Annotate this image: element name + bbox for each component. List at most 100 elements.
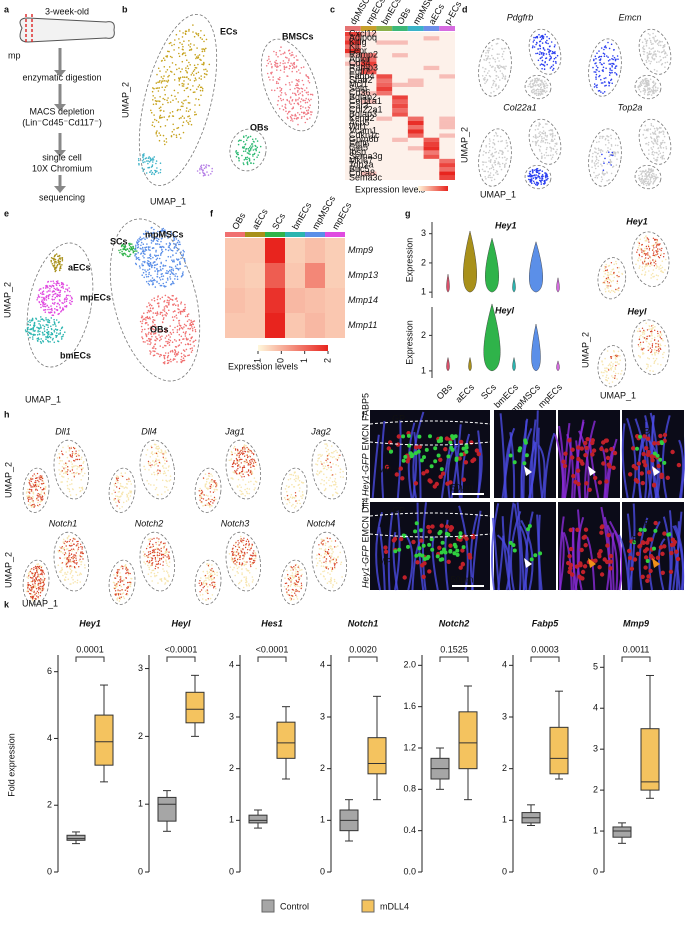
gene-label: Egfl6	[349, 138, 370, 148]
umap-points	[25, 563, 46, 602]
umap-points	[265, 46, 314, 126]
cluster-outline	[225, 531, 262, 592]
umap-points	[147, 446, 168, 474]
heatmap-cell	[392, 112, 408, 117]
significance-bracket	[257, 656, 287, 662]
p-value: 0.0011	[623, 644, 650, 654]
heatmap-cell	[392, 40, 408, 45]
heatmap-cell	[392, 103, 408, 109]
panel-letter: a	[4, 4, 10, 14]
gene-title: Hey1	[79, 618, 101, 628]
umap-points	[283, 471, 305, 509]
cluster-label: mpECs	[80, 292, 111, 302]
panel-letter: f	[210, 208, 214, 218]
umap-points	[638, 167, 659, 187]
gene-title: Hey1	[626, 216, 648, 226]
box	[549, 726, 569, 775]
umap-points	[531, 33, 559, 71]
gene-label: Ibsp	[349, 147, 366, 157]
heatmap-cell	[305, 238, 325, 263]
y-tick-label: 0.0	[403, 866, 416, 876]
significance-bracket	[166, 656, 196, 662]
gene-label: Egfl7	[349, 67, 370, 77]
umap-points	[118, 242, 138, 258]
p-value: 0.1525	[440, 644, 468, 654]
y-tick-label: 4	[593, 703, 598, 713]
heatmap-cell	[423, 137, 440, 142]
cluster-outline	[109, 218, 201, 382]
umap-points	[27, 472, 46, 508]
significance-bracket	[621, 656, 651, 662]
column-bar	[245, 232, 265, 237]
heatmap-cell	[392, 95, 408, 100]
column-bar	[285, 232, 305, 237]
gene-title: Jag2	[310, 426, 331, 436]
heatmap-cell	[245, 288, 265, 313]
vessel	[520, 427, 533, 499]
umap-points	[50, 253, 64, 273]
umap-points	[24, 316, 66, 344]
x-tick-label: OBs	[435, 382, 455, 402]
heatmap-cell	[407, 146, 424, 151]
age-label: 3-week-old	[45, 6, 89, 16]
arrowhead	[588, 558, 596, 568]
cluster-label: OBs	[250, 122, 269, 132]
arrow-head	[54, 104, 66, 111]
column-bar	[407, 26, 424, 31]
marker-label: B	[644, 518, 650, 528]
vessel	[396, 419, 402, 499]
umap-points	[626, 520, 681, 583]
gene-label: Mcl1	[349, 79, 368, 89]
stain-label: Hey1-GFP	[360, 545, 370, 588]
umap-points	[481, 42, 507, 94]
vessel	[387, 512, 394, 591]
vessel	[537, 427, 544, 499]
heatmap-cell	[345, 44, 361, 49]
cluster-label: ECs	[220, 26, 238, 36]
y-tick-label: 3	[138, 663, 143, 673]
umap-points	[228, 444, 258, 497]
panel-letter: e	[4, 208, 9, 218]
gene-label: Fabp4	[349, 71, 375, 81]
y-tick-label: 2	[421, 330, 426, 340]
column-bar	[376, 26, 393, 31]
heatmap-cell	[245, 263, 265, 288]
arrow-head	[54, 150, 66, 157]
umap-points	[636, 322, 666, 373]
heatmap-cell	[285, 288, 305, 313]
heatmap-cell	[439, 74, 455, 79]
box	[367, 737, 387, 775]
gene-label: Cd34	[349, 58, 371, 68]
step-text: single cell	[42, 152, 82, 162]
vessel	[574, 509, 581, 591]
vessel	[661, 415, 671, 499]
heatmap-cell	[392, 53, 408, 58]
stain-label: Hey1-GFP	[360, 453, 370, 496]
y-tick-label: 1	[593, 825, 598, 835]
arrowhead	[588, 466, 596, 476]
cluster-outline	[108, 559, 136, 605]
heatmap-cell	[360, 32, 377, 37]
vessel	[516, 502, 525, 591]
violin	[483, 303, 501, 372]
vessel	[678, 439, 684, 499]
umap-points	[143, 443, 172, 496]
column-label: OBs	[230, 211, 248, 232]
significance-bracket	[530, 656, 560, 662]
legend-tick-label: -1	[252, 358, 262, 366]
gene-title: Notch2	[135, 518, 164, 528]
umap-points	[139, 294, 197, 365]
umap-points	[481, 131, 509, 182]
panel-letter: i	[362, 409, 365, 419]
cluster-outline	[225, 439, 262, 500]
vessel	[392, 531, 399, 591]
heatmap-cell	[225, 263, 245, 288]
y-tick-label: 2	[502, 763, 507, 773]
cluster-outline	[478, 38, 512, 97]
cluster-outline	[53, 531, 90, 592]
vessel	[576, 516, 585, 591]
heatmap-cell	[423, 141, 440, 147]
gene-title: Notch4	[307, 518, 336, 528]
box	[612, 826, 632, 838]
legend-title: Expression levels	[228, 361, 299, 371]
